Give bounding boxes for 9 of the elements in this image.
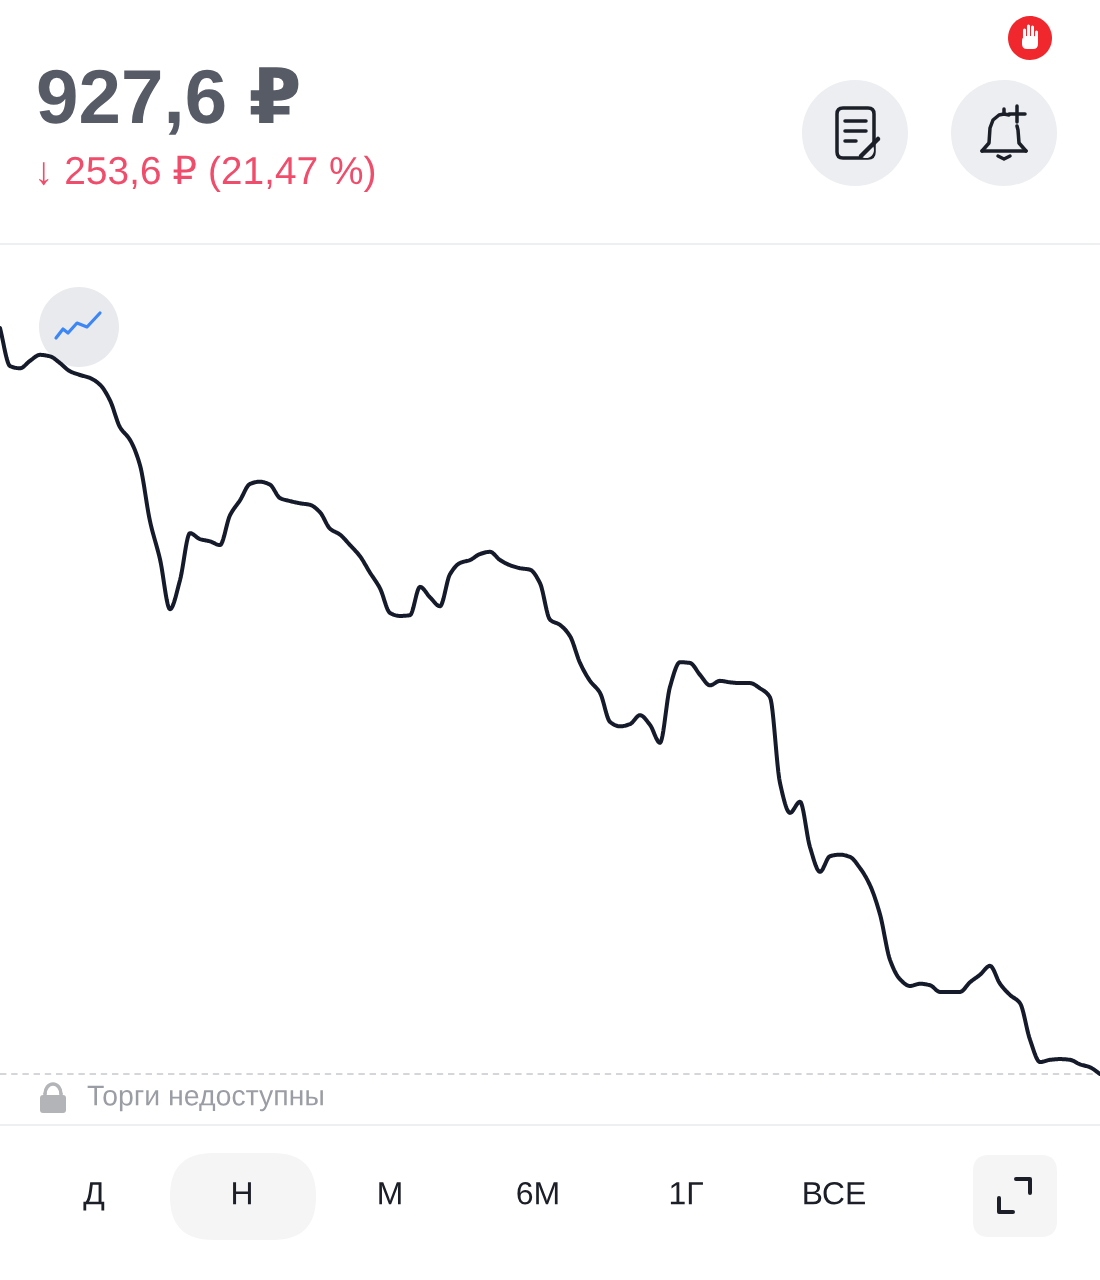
text: Д xyxy=(83,1182,105,1211)
chart-title: 927,6 ₽ xyxy=(38,67,299,135)
text: Н xyxy=(233,1182,251,1205)
text: М xyxy=(379,1182,401,1205)
chart-subtitle: ↓ 253,6 ₽ (21,47 %) xyxy=(39,155,375,193)
text: ВСЕ xyxy=(804,1181,865,1205)
text: 1Г xyxy=(670,1182,703,1205)
text: Торги недоступны xyxy=(87,1085,323,1112)
text: 6М xyxy=(517,1181,558,1205)
